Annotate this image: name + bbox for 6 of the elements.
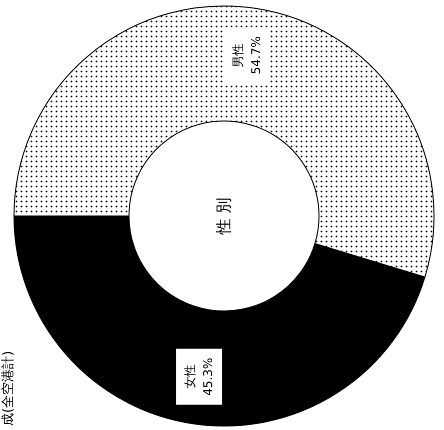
text: 性 別 bbox=[214, 197, 233, 236]
slice-label: 女性 bbox=[183, 364, 198, 389]
text: 成(全空港計) bbox=[1, 350, 16, 426]
slice-label: 男性 bbox=[230, 43, 245, 68]
data-label: 45.3% bbox=[201, 358, 216, 396]
data-label: 54.7% bbox=[248, 36, 263, 74]
